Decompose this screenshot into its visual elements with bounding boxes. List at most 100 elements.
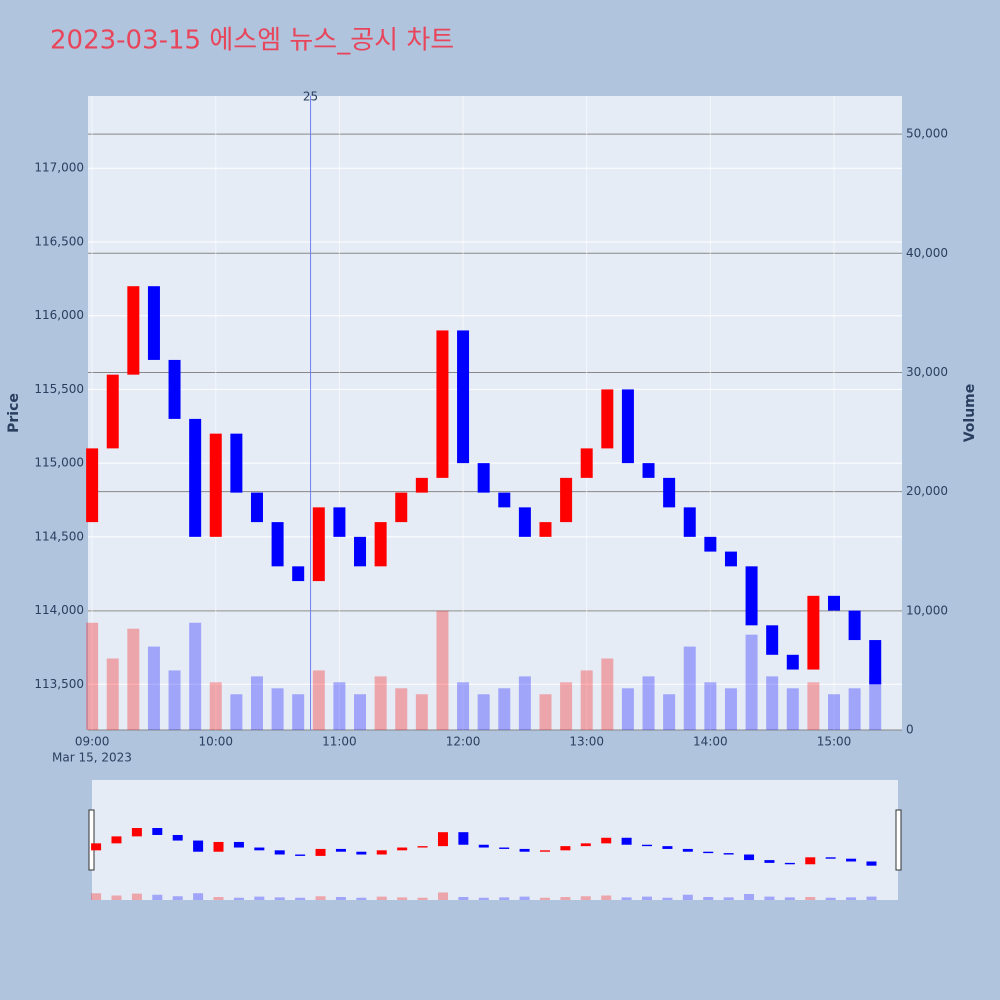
mini-candle [397, 847, 408, 851]
range-slider[interactable] [92, 780, 898, 900]
slider-handle[interactable] [88, 809, 95, 871]
mini-candle [335, 848, 346, 852]
mini-candle [417, 846, 428, 848]
y2-tick-label: 20,000 [906, 484, 948, 498]
volume-bar [848, 688, 861, 730]
candle [250, 492, 263, 523]
volume-bar [415, 694, 428, 730]
mini-candle [519, 848, 530, 852]
volume-bar [827, 694, 840, 730]
x-tick-label: 10:00 [198, 735, 233, 749]
mini-volume-bar [254, 896, 265, 900]
x-tick-label: 13:00 [569, 735, 604, 749]
volume-bar [539, 694, 552, 730]
candle [621, 389, 634, 464]
mini-volume-bar [356, 897, 367, 900]
mini-candle [172, 834, 183, 841]
mini-volume-bar [499, 897, 510, 900]
mini-candle [662, 846, 673, 849]
candle [827, 595, 840, 611]
candle [560, 477, 573, 523]
volume-bar [498, 688, 511, 730]
mini-volume-bar [601, 895, 612, 900]
mini-volume-bar [642, 896, 653, 900]
candle [86, 448, 99, 523]
volume-bar [807, 682, 820, 730]
mini-candle [682, 848, 693, 852]
mini-volume-bar [315, 896, 326, 900]
y-axis-title: Price [6, 393, 22, 433]
mini-candle [825, 857, 836, 859]
x-tick-label: 12:00 [446, 735, 481, 749]
candle [601, 389, 614, 449]
volume-bar [518, 676, 531, 730]
volume-bar [869, 676, 882, 730]
candle [477, 463, 490, 493]
mini-volume-bar [560, 896, 571, 900]
candle [147, 286, 160, 360]
mini-candle [560, 846, 571, 851]
mini-candle [642, 844, 653, 847]
mini-candle [580, 843, 591, 847]
x-tick-label: 11:00 [322, 735, 357, 749]
mini-candle [111, 836, 122, 844]
mini-volume-bar [866, 896, 877, 900]
volume-bar [86, 622, 99, 730]
mini-volume-bar [519, 896, 530, 900]
candle [848, 610, 861, 641]
mini-volume-bar [172, 896, 183, 900]
y-tick-label: 117,000 [34, 161, 84, 175]
slider-handle[interactable] [895, 809, 902, 871]
volume-bar [704, 682, 717, 730]
mini-volume-bar [233, 897, 244, 900]
candle [374, 522, 387, 567]
candle [106, 374, 119, 449]
volume-bar [560, 682, 573, 730]
mini-volume-bar [213, 896, 224, 900]
candle [869, 640, 882, 685]
candle [498, 492, 511, 508]
volume-bar [395, 688, 408, 730]
mini-candle [437, 832, 448, 847]
x-sublabel: Mar 15, 2023 [52, 751, 132, 765]
y-tick-label: 116,500 [34, 234, 84, 248]
volume-bar [786, 688, 799, 730]
mini-volume-bar [131, 893, 142, 900]
candle [580, 448, 593, 478]
mini-candle [499, 847, 510, 849]
mini-volume-bar [723, 897, 734, 900]
mini-volume-bar [703, 896, 714, 900]
mini-candle [193, 840, 204, 852]
mini-candle [458, 832, 469, 845]
mini-volume-bar [397, 897, 408, 900]
mini-candle [805, 857, 816, 865]
mini-volume-bar [539, 897, 550, 900]
volume-bar [374, 676, 387, 730]
mini-volume-bar [662, 897, 673, 900]
volume-bar [189, 622, 202, 730]
volume-bar [745, 634, 758, 730]
mini-volume-bar [91, 893, 102, 900]
volume-bar [766, 676, 779, 730]
mini-volume-bar [621, 897, 632, 900]
mini-candle [723, 853, 734, 855]
volume-bar [580, 670, 593, 730]
mini-candle [744, 854, 755, 861]
mini-volume-bar [805, 896, 816, 900]
x-tick-label: 14:00 [693, 735, 728, 749]
candle [704, 536, 717, 552]
candle [395, 492, 408, 523]
volume-bar [250, 676, 263, 730]
volume-bar [230, 694, 243, 730]
candle [518, 507, 531, 537]
y-tick-label: 113,500 [34, 677, 84, 691]
plot-area [88, 96, 902, 730]
candle [127, 286, 140, 375]
mini-volume-bar [417, 897, 428, 900]
candle [642, 463, 655, 478]
candle [807, 595, 820, 670]
candle [436, 330, 449, 478]
mini-volume-bar [825, 897, 836, 900]
candle [271, 522, 284, 567]
